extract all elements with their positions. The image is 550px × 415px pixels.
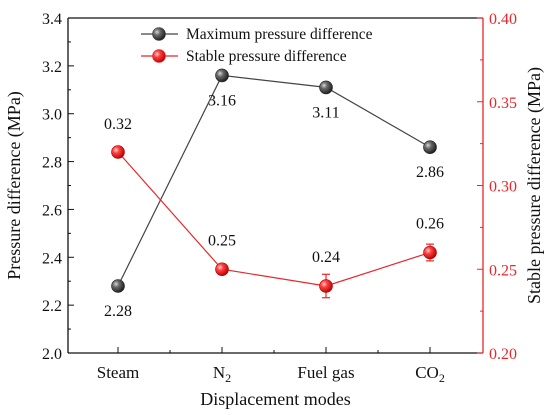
max-pressure-data-label: 2.28 bbox=[104, 303, 132, 320]
left-tick-label: 3.2 bbox=[42, 59, 62, 76]
stable-pressure-data-label: 0.26 bbox=[416, 216, 444, 233]
stable-pressure-data-label: 0.25 bbox=[208, 232, 236, 249]
right-tick-label: 0.35 bbox=[489, 95, 517, 112]
stable-pressure-point bbox=[111, 145, 125, 159]
left-tick-label: 2.2 bbox=[42, 298, 62, 315]
stable-pressure-point bbox=[215, 262, 229, 277]
stable-pressure-data-label: 0.24 bbox=[312, 249, 340, 266]
max-pressure-point bbox=[215, 68, 229, 83]
stable-pressure-data-label: 0.32 bbox=[104, 116, 132, 133]
left-tick-label: 2.8 bbox=[42, 155, 62, 172]
left-tick-label: 2.4 bbox=[42, 250, 62, 267]
stable-pressure-point bbox=[319, 279, 333, 293]
legend-stable-pressure: Stable pressure difference bbox=[141, 48, 347, 65]
x-axis-title: Displacement modes bbox=[200, 389, 350, 409]
left-tick-label: 3.4 bbox=[42, 11, 62, 28]
x-tick-label: N2 bbox=[213, 363, 231, 385]
right-tick-label: 0.30 bbox=[489, 179, 517, 196]
max-pressure-data-label: 3.16 bbox=[208, 92, 236, 109]
max-pressure-data-label: 2.86 bbox=[416, 164, 444, 181]
legend-max-pressure: Maximum pressure difference bbox=[141, 26, 373, 43]
stable-pressure-point bbox=[423, 245, 437, 260]
right-tick-label: 0.20 bbox=[489, 346, 517, 363]
left-axis-title: Pressure difference (MPa) bbox=[4, 91, 25, 280]
right-tick-label: 0.40 bbox=[489, 11, 517, 28]
left-tick-label: 2.0 bbox=[42, 346, 62, 363]
max-pressure-data-label: 3.11 bbox=[312, 104, 339, 121]
max-pressure-point bbox=[319, 80, 333, 95]
legend-label: Maximum pressure difference bbox=[186, 26, 373, 43]
x-tick-label: Steam bbox=[97, 363, 140, 382]
left-tick-label: 2.6 bbox=[42, 202, 62, 219]
max-pressure-point bbox=[111, 279, 125, 293]
legend-label: Stable pressure difference bbox=[186, 48, 347, 65]
legend-marker bbox=[152, 27, 166, 41]
right-tick-label: 0.25 bbox=[489, 262, 517, 279]
legend-marker bbox=[152, 49, 166, 63]
x-tick-label: CO2 bbox=[415, 363, 445, 385]
right-axis-title: Stable pressure difference (MPa) bbox=[524, 67, 545, 304]
x-tick-label: Fuel gas bbox=[297, 363, 354, 382]
max-pressure-point bbox=[423, 140, 437, 155]
left-tick-label: 3.0 bbox=[42, 107, 62, 124]
stable-pressure-line bbox=[117, 151, 431, 287]
max-pressure-line bbox=[117, 74, 431, 287]
